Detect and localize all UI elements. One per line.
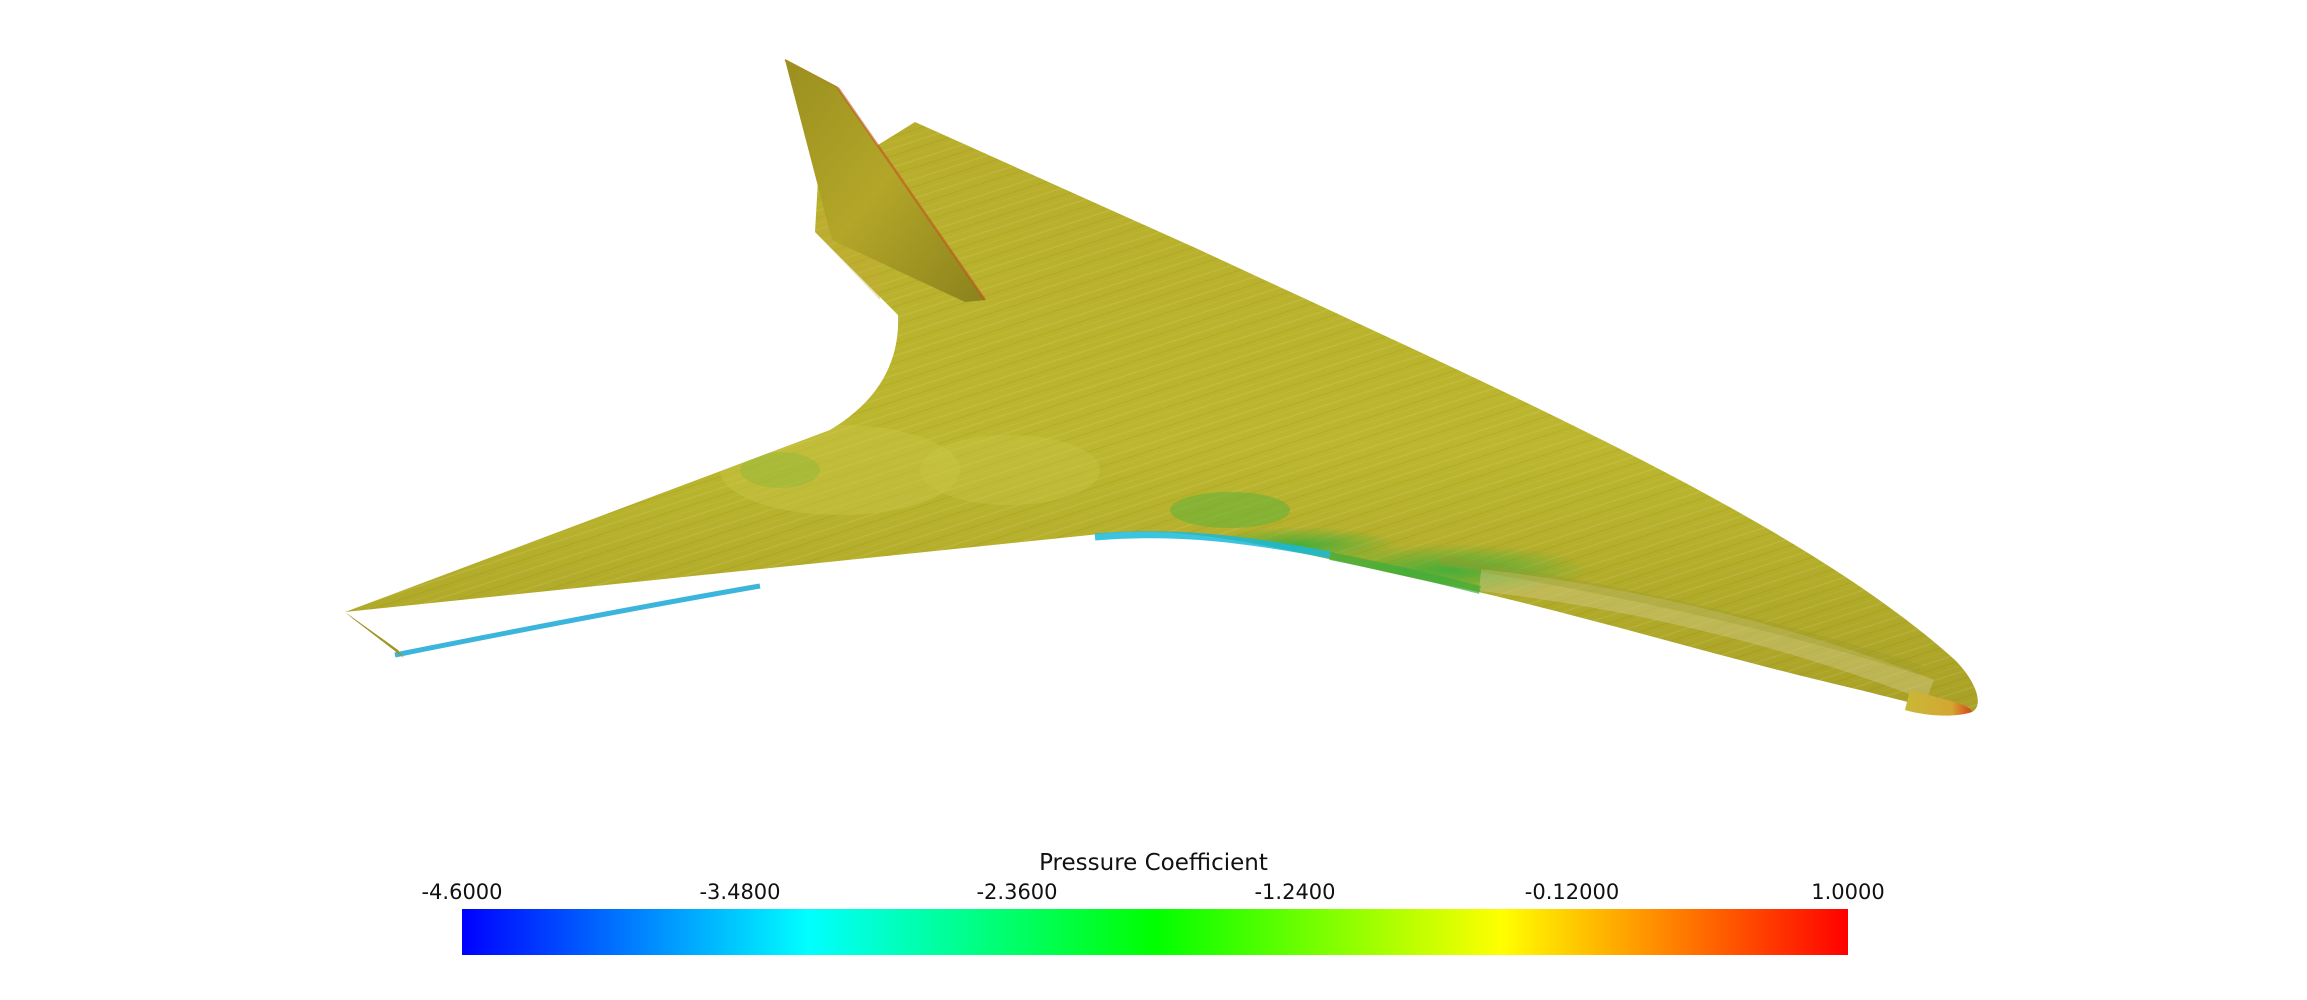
colorbar-tick-1: -3.4800: [699, 880, 780, 904]
colorbar-gradient: [462, 909, 1848, 955]
colorbar-tick-5: 1.0000: [1811, 880, 1884, 904]
colorbar-tick-3: -1.2400: [1254, 880, 1335, 904]
wing-tip: [345, 612, 404, 658]
colorbar-title: Pressure Coefficient: [0, 850, 2307, 876]
colorbar-tick-0: -4.6000: [421, 880, 502, 904]
colorbar-tick-2: -2.3600: [976, 880, 1057, 904]
colorbar-tick-4: -0.12000: [1525, 880, 1619, 904]
